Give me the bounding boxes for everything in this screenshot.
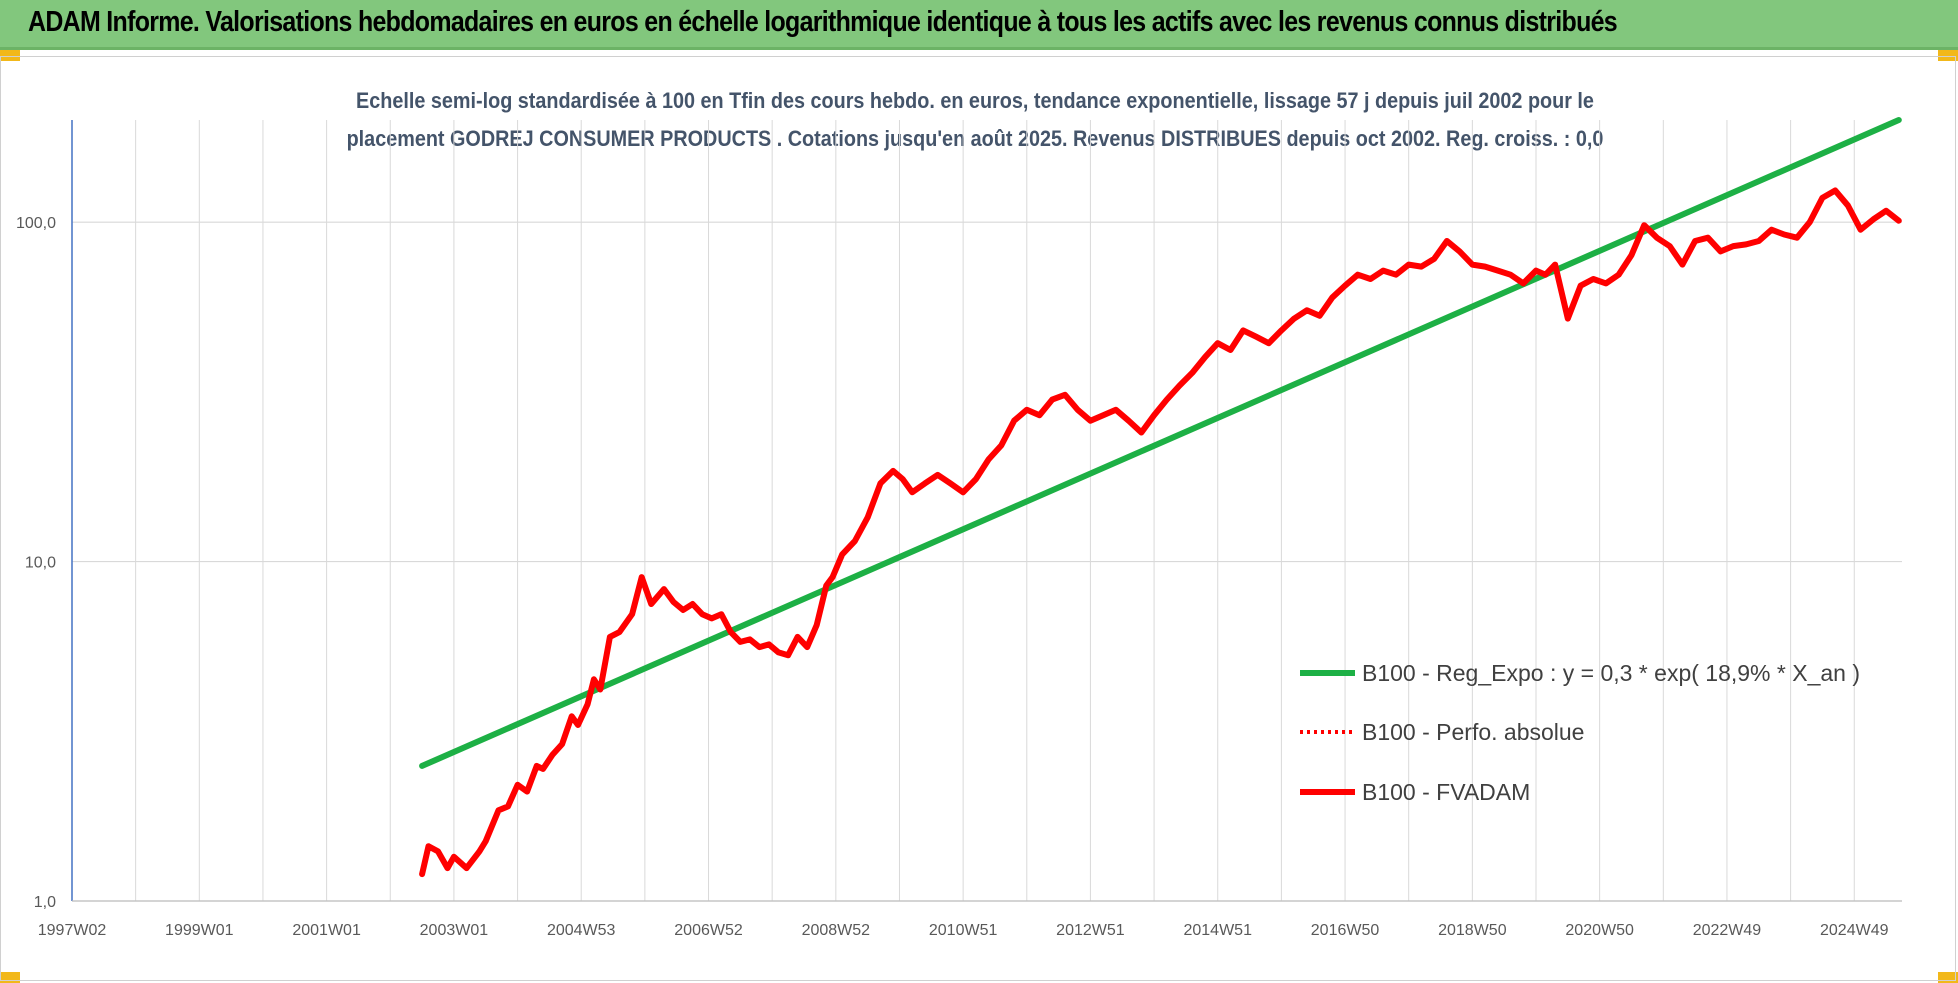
series-line-3: [419, 187, 1902, 878]
x-tick-label: 2004W53: [547, 922, 616, 939]
x-tick-label: 2010W51: [929, 922, 998, 939]
chart-subtitle: placement GODREJ CONSUMER PRODUCTS . Cot…: [346, 126, 1604, 151]
x-tick-label: 1997W02: [38, 922, 107, 939]
corner-marker-top-left: [0, 50, 20, 61]
x-tick-label: 2020W50: [1565, 922, 1634, 939]
x-tick-label: 2001W01: [292, 922, 361, 939]
tick-labels: 1,0 10,0 100,0 1997W02 1999W01 2001W01 2003W01…: [16, 215, 1889, 939]
x-tick-label: 2014W51: [1183, 922, 1252, 939]
x-tick-label: 2016W50: [1311, 922, 1380, 939]
x-tick-label: 2012W51: [1056, 922, 1125, 939]
report-title: ADAM Informe. Valorisations hebdomadaire…: [28, 6, 1618, 38]
y-tick-label: 10,0: [25, 555, 56, 572]
legend-label-2: B100 - Perfo. absolue: [1362, 719, 1584, 745]
chart-frame: [0, 56, 1956, 981]
axes: [71, 120, 1902, 902]
x-tick-label: 2022W49: [1693, 922, 1762, 939]
y-tick-label: 1,0: [34, 894, 56, 911]
legend: B100 - Reg_Expo : y = 0,3 * exp( 18,9% *…: [1300, 660, 1860, 805]
y-tick-label: 100,0: [16, 215, 56, 232]
legend-label-3: B100 - FVADAM: [1362, 779, 1530, 805]
x-tick-label: 2003W01: [420, 922, 489, 939]
corner-marker-bottom-left: [0, 972, 20, 983]
x-tick-label: 2018W50: [1438, 922, 1507, 939]
x-tick-label: 2008W52: [802, 922, 871, 939]
corner-marker-top-right: [1938, 50, 1958, 61]
series-line-1: [419, 117, 1902, 769]
x-tick-label: 2006W52: [674, 922, 743, 939]
legend-label-1: B100 - Reg_Expo : y = 0,3 * exp( 18,9% *…: [1362, 660, 1860, 686]
chart-title: Echelle semi-log standardisée à 100 en T…: [356, 88, 1594, 113]
x-tick-label: 2024W49: [1820, 922, 1889, 939]
series-lines: [419, 117, 1902, 878]
x-tick-label: 1999W01: [165, 922, 234, 939]
corner-marker-bottom-right: [1938, 972, 1958, 983]
header-banner: ADAM Informe. Valorisations hebdomadaire…: [0, 0, 1958, 50]
